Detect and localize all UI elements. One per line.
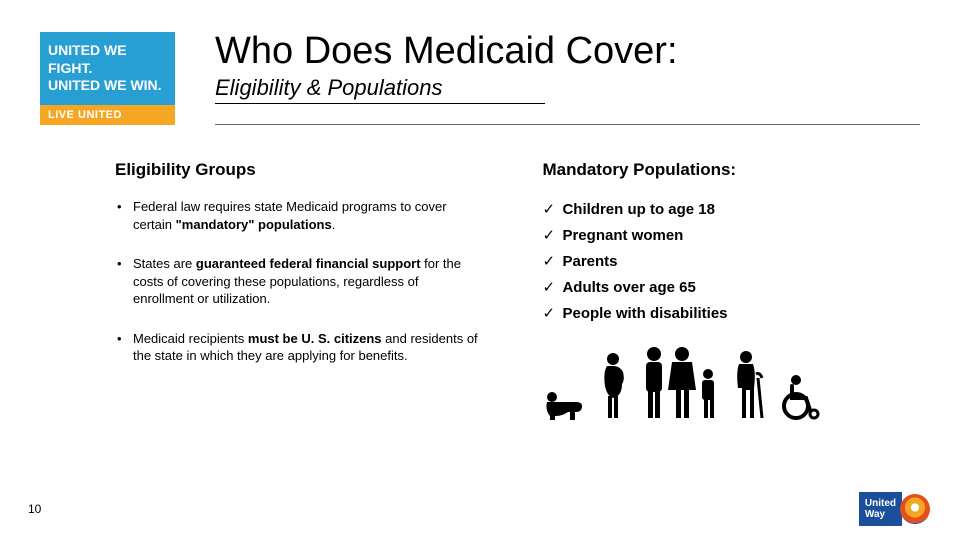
right-heading: Mandatory Populations: [542, 160, 900, 180]
mandatory-populations-list: Children up to age 18 Pregnant women Par… [542, 198, 900, 326]
pop-3: Parents [542, 250, 900, 274]
title-area: Who Does Medicaid Cover: Eligibility & P… [215, 30, 920, 104]
content-columns: Eligibility Groups Federal law requires … [115, 160, 900, 420]
people-icons-row [542, 346, 900, 420]
uw-logo-text: United Way [859, 492, 902, 526]
eligibility-bullets: Federal law requires state Medicaid prog… [115, 198, 482, 365]
bullet-1: Federal law requires state Medicaid prog… [115, 198, 482, 233]
page-title: Who Does Medicaid Cover: [215, 30, 920, 73]
logo-line-1: UNITED WE FIGHT. [48, 42, 167, 77]
bullet-2: States are guaranteed federal financial … [115, 255, 482, 308]
uw-logo-circle-icon [900, 494, 930, 524]
pop-4: Adults over age 65 [542, 276, 900, 300]
page-number: 10 [28, 502, 41, 516]
united-way-footer-logo: United Way [859, 492, 930, 526]
logo-bottom-block: LIVE UNITED [40, 105, 175, 125]
wheelchair-icon [780, 374, 824, 420]
elderly-with-cane-icon [734, 350, 766, 420]
logo-top-block: UNITED WE FIGHT. UNITED WE WIN. [40, 32, 175, 105]
family-group-icon [640, 346, 720, 420]
bullet-3: Medicaid recipients must be U. S. citize… [115, 330, 482, 365]
logo-line-2: UNITED WE WIN. [48, 77, 167, 95]
right-column: Mandatory Populations: Children up to ag… [542, 160, 900, 420]
united-way-campaign-logo: UNITED WE FIGHT. UNITED WE WIN. LIVE UNI… [40, 32, 175, 125]
pop-1: Children up to age 18 [542, 198, 900, 222]
pop-2: Pregnant women [542, 224, 900, 248]
title-divider [215, 124, 920, 125]
baby-crawling-icon [542, 390, 586, 420]
left-heading: Eligibility Groups [115, 160, 482, 180]
pregnant-woman-icon [600, 352, 626, 420]
page-subtitle: Eligibility & Populations [215, 75, 545, 104]
pop-5: People with disabilities [542, 302, 900, 326]
left-column: Eligibility Groups Federal law requires … [115, 160, 482, 420]
